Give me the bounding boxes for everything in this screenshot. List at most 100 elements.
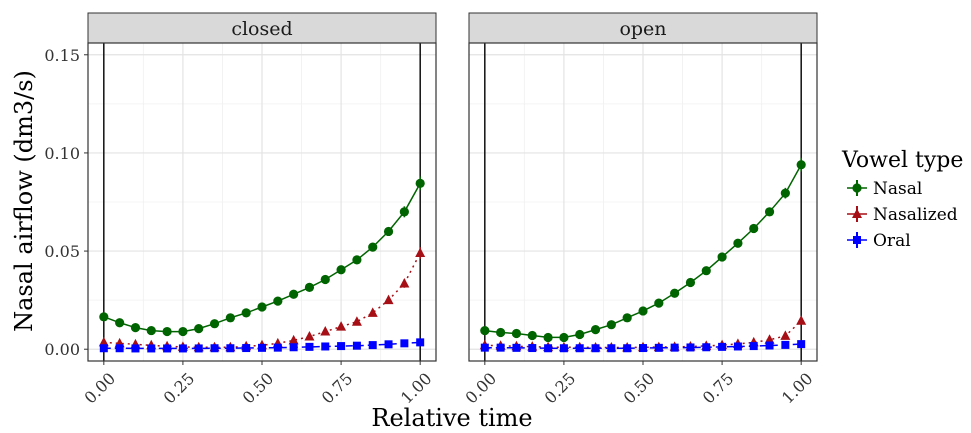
data-point — [241, 308, 251, 318]
series-oral — [99, 338, 425, 353]
data-point — [686, 343, 695, 352]
data-point — [702, 343, 711, 352]
x-axis-ticks: 0.00 0.25 0.50 0.75 1.00 — [81, 361, 436, 408]
x-tick-label: 0.25 — [541, 369, 580, 408]
series-nasal — [99, 176, 425, 337]
reference-lines — [103, 43, 421, 361]
data-point — [607, 344, 616, 353]
legend-entry-oral: Oral — [847, 231, 911, 251]
data-point — [320, 326, 331, 336]
data-point — [701, 266, 711, 276]
data-point — [781, 340, 790, 349]
data-point — [764, 207, 775, 217]
legend-label: Nasalized — [873, 205, 958, 225]
data-point — [115, 344, 124, 353]
data-point — [288, 334, 299, 345]
data-point — [400, 339, 409, 348]
data-point — [162, 326, 172, 337]
data-point — [780, 188, 790, 198]
data-point — [685, 277, 696, 288]
data-point — [194, 324, 204, 334]
data-point — [147, 344, 156, 353]
data-point — [146, 325, 156, 336]
series-oral — [480, 340, 806, 353]
legend-entry-nasalized: Nasalized — [847, 205, 958, 225]
data-point — [304, 330, 315, 341]
x-tick-label: 1.00 — [397, 369, 436, 408]
data-point — [352, 255, 362, 265]
data-point — [225, 313, 235, 323]
data-point — [242, 344, 251, 353]
data-point — [416, 338, 425, 347]
data-point — [527, 330, 537, 341]
data-point — [718, 342, 727, 351]
data-point — [575, 329, 585, 340]
data-point — [273, 343, 282, 352]
series-nasal — [480, 157, 806, 343]
data-point — [606, 320, 616, 330]
data-point — [99, 344, 108, 353]
legend-title: Vowel type — [841, 148, 963, 173]
x-tick-label: 1.00 — [778, 369, 817, 408]
data-point — [559, 344, 568, 353]
data-point — [796, 160, 806, 170]
data-point — [320, 274, 330, 285]
x-axis-ticks: 0.00 0.25 0.50 0.75 1.00 — [462, 361, 817, 408]
data-point — [257, 302, 267, 312]
data-point — [623, 344, 632, 353]
y-tick-label: 0.00 — [44, 340, 80, 359]
data-point — [98, 336, 109, 347]
legend-key-marker — [853, 236, 861, 244]
strip-background — [468, 12, 818, 44]
x-tick-label: 0.50 — [620, 369, 659, 408]
data-point — [797, 340, 806, 349]
data-point — [654, 298, 664, 308]
data-point — [258, 343, 266, 352]
data-point — [559, 332, 569, 343]
data-point — [654, 343, 663, 352]
data-point — [321, 342, 330, 351]
data-point — [765, 341, 774, 350]
data-point — [480, 325, 490, 336]
series-layer — [98, 176, 426, 353]
data-point — [163, 344, 172, 353]
data-point — [289, 289, 299, 299]
data-point — [796, 315, 807, 325]
data-point — [480, 343, 489, 352]
data-point — [383, 294, 394, 305]
data-point — [304, 282, 315, 292]
data-point — [210, 344, 219, 353]
data-point — [590, 324, 601, 335]
series-layer — [479, 157, 807, 353]
data-point — [368, 242, 378, 252]
data-point — [383, 226, 394, 237]
data-point — [273, 296, 283, 306]
data-point — [780, 330, 791, 340]
data-point — [399, 277, 410, 288]
data-point — [544, 344, 553, 353]
data-point — [305, 342, 314, 351]
x-axis-title: Relative time — [371, 404, 532, 432]
data-point — [670, 343, 679, 352]
strip-background — [87, 12, 437, 44]
data-point — [178, 326, 188, 337]
data-point — [131, 344, 140, 353]
reference-lines — [484, 43, 802, 361]
data-point — [226, 344, 235, 353]
data-point — [337, 342, 346, 351]
x-tick-label: 0.75 — [318, 369, 357, 408]
legend-label: Nasal — [873, 179, 922, 199]
data-point — [289, 343, 298, 352]
data-point — [336, 265, 346, 275]
data-point — [384, 340, 393, 349]
legend-key-marker — [852, 183, 862, 193]
data-point — [209, 319, 220, 329]
data-point — [115, 318, 125, 328]
data-point — [764, 334, 775, 344]
data-point — [749, 342, 758, 351]
x-tick-label: 0.50 — [239, 369, 278, 408]
data-point — [638, 306, 648, 316]
x-tick-label: 0.00 — [81, 369, 120, 408]
data-point — [367, 307, 378, 317]
